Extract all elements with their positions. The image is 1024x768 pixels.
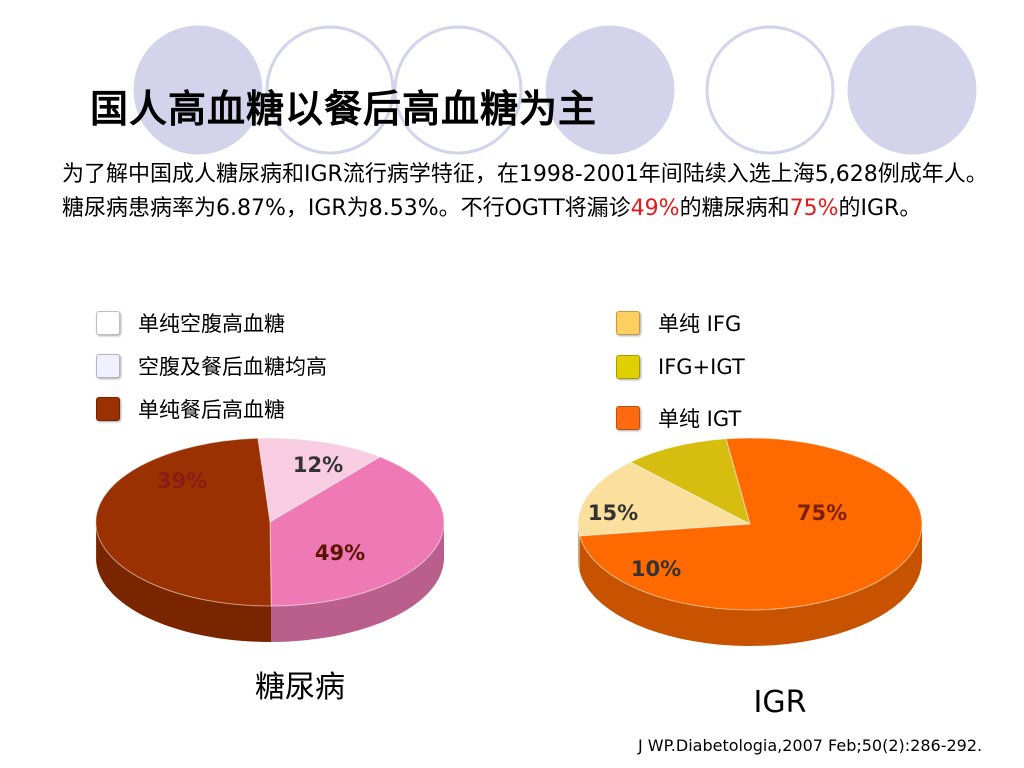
pie-data-label: 39% <box>157 469 207 493</box>
chart-caption-diabetes: 糖尿病 <box>255 670 345 705</box>
legend-item-igr-1: 单纯 IFG <box>616 308 741 338</box>
legend-label: 单纯 IFG <box>658 312 742 336</box>
pie-slice <box>269 456 445 607</box>
legend-swatch <box>96 397 120 421</box>
pie-slice-side <box>96 525 272 642</box>
legend-swatch <box>96 311 120 335</box>
legend-swatch <box>96 354 120 378</box>
legend-label: 单纯餐后高血糖 <box>138 398 285 422</box>
legend-item-diabetes-2: 空腹及餐后血糖均高 <box>96 351 327 381</box>
pie-slice-side <box>579 525 922 646</box>
legend-swatch <box>616 406 640 430</box>
pie-slice-side <box>578 525 580 572</box>
pie-slice <box>579 437 923 611</box>
pie-slice <box>629 438 751 525</box>
legend-item-diabetes-1: 单纯空腹高血糖 <box>96 308 285 338</box>
pie-slice <box>577 461 752 537</box>
intro-text-3: 的IGR。 <box>838 196 922 221</box>
legend-label: 单纯空腹高血糖 <box>138 312 285 336</box>
legend-label: 空腹及餐后血糖均高 <box>138 355 327 379</box>
chart-caption-igr: IGR <box>753 685 807 720</box>
legend-label: IFG+IGT <box>658 355 745 379</box>
legend-swatch <box>616 355 640 379</box>
intro-paragraph: 为了解中国成人糖尿病和IGR流行病学特征，在1998-2001年间陆续入选上海5… <box>62 158 1002 226</box>
highlight-igr-missed: 75% <box>789 196 839 221</box>
pie-chart-igr: 15% 10% 75% <box>577 437 923 646</box>
pie-slice-side <box>271 523 444 642</box>
decorative-circle <box>847 25 977 155</box>
decorative-circle <box>545 25 675 155</box>
decorative-circle <box>265 25 395 155</box>
intro-text-2: 的糖尿病和 <box>679 196 790 221</box>
pie-data-label: 49% <box>315 541 365 565</box>
pie-chart-diabetes: 12% 39% 49% <box>95 437 445 642</box>
citation: J WP.Diabetologia,2007 Feb;50(2):286-292… <box>638 736 983 755</box>
intro-text-1: 为了解中国成人糖尿病和IGR流行病学特征，在1998-2001年间陆续入选上海5… <box>62 162 988 221</box>
pie-data-label: 15% <box>588 501 638 525</box>
page-title: 国人高血糖以餐后高血糖为主 <box>90 87 598 131</box>
highlight-diabetes-missed: 49% <box>630 196 680 221</box>
decorative-circle <box>705 25 835 155</box>
pie-slice <box>95 437 272 607</box>
legend-item-igr-3: 单纯 IGT <box>616 403 741 433</box>
decorative-circle <box>393 25 523 155</box>
legend-label: 单纯 IGT <box>658 407 742 431</box>
decorative-circle <box>133 25 263 155</box>
pie-data-label: 75% <box>797 501 847 525</box>
legend-item-igr-2: IFG+IGT <box>616 355 745 379</box>
pie-data-label: 10% <box>631 557 681 581</box>
decorative-circles <box>133 25 977 155</box>
pie-slice <box>257 437 382 523</box>
pie-data-label: 12% <box>293 453 343 477</box>
legend-swatch <box>616 311 640 335</box>
legend-item-diabetes-3: 单纯餐后高血糖 <box>96 394 285 424</box>
